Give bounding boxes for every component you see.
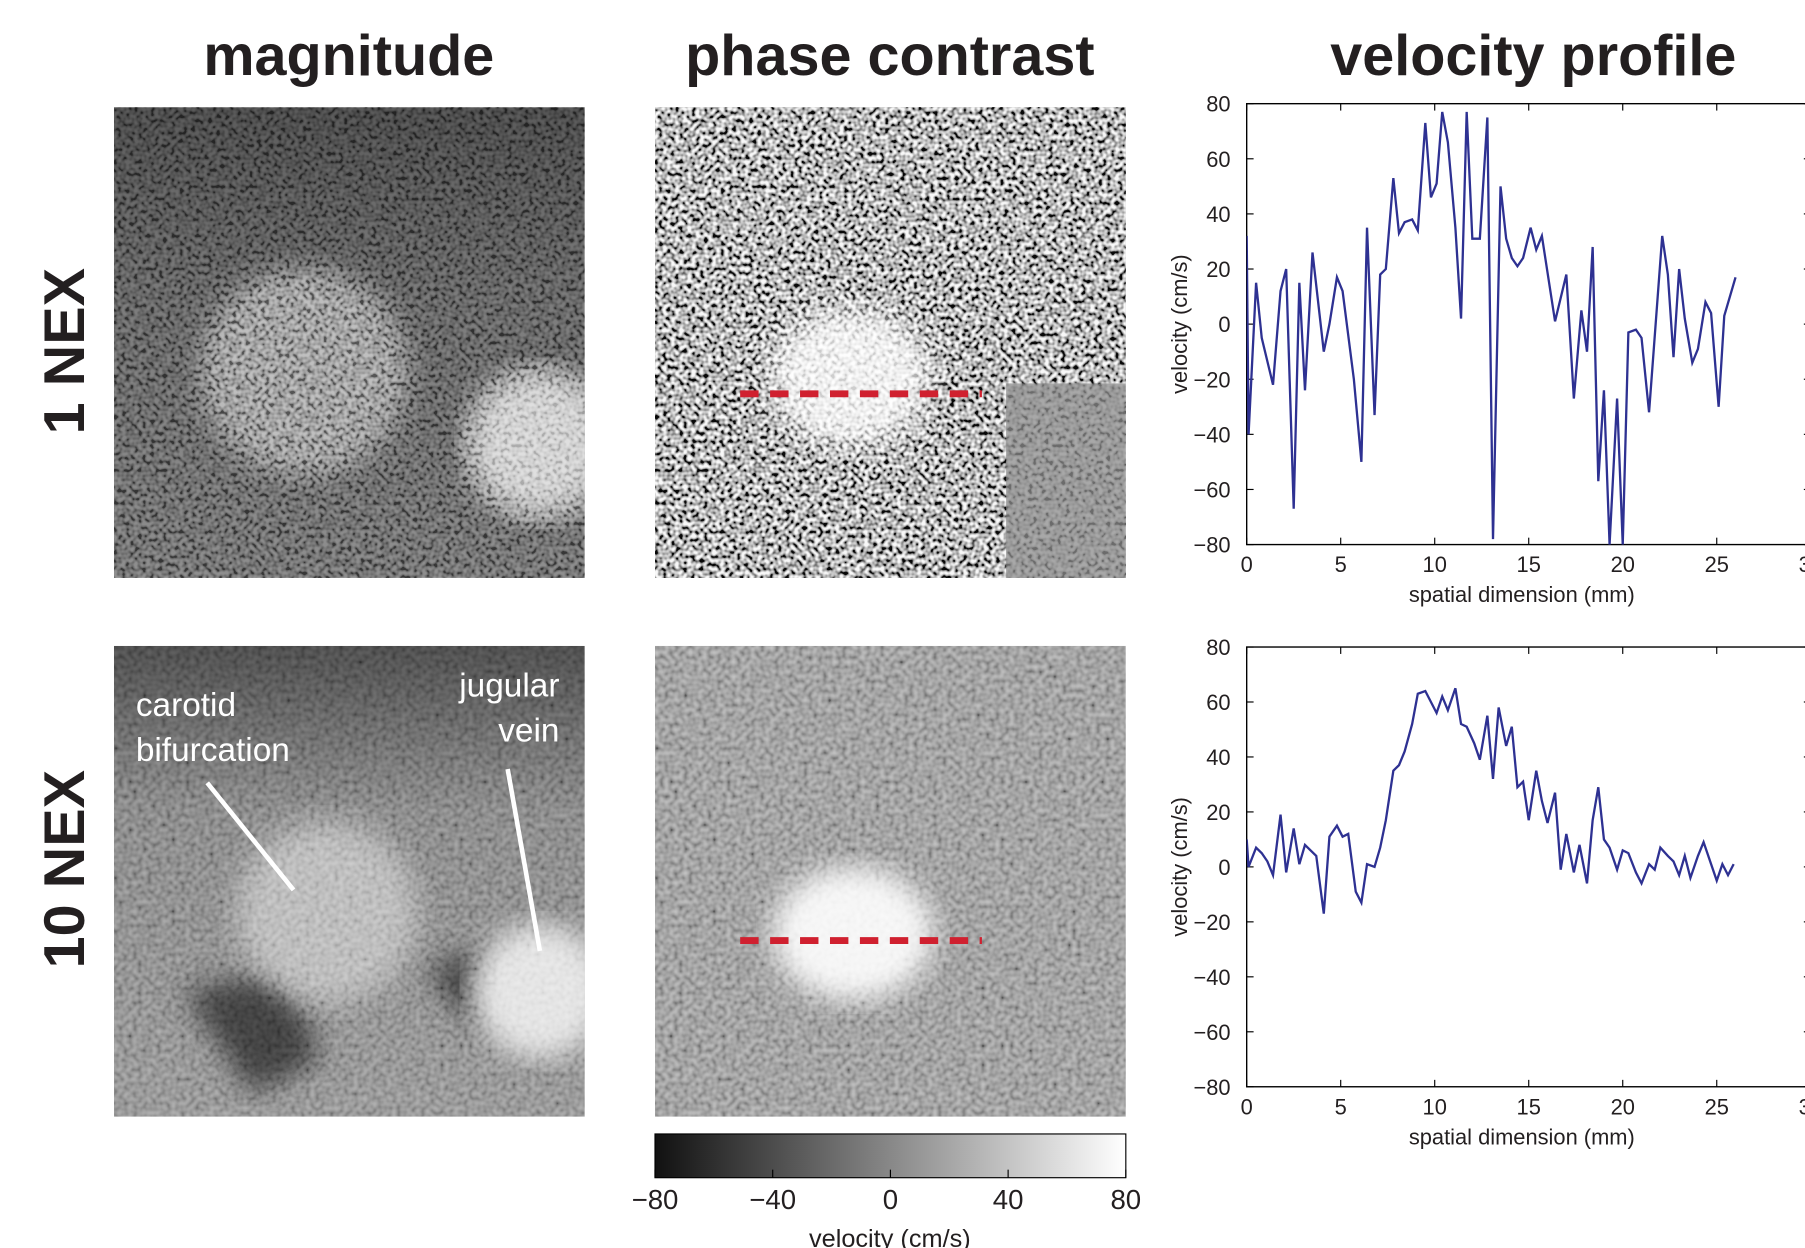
y-tick-label: −20 — [1193, 910, 1230, 935]
x-tick-label: 30 — [1799, 552, 1805, 577]
y-tick-label: −80 — [1193, 533, 1230, 558]
colorbar-tick-label: 40 — [993, 1184, 1024, 1215]
colorbar-tick-label: −40 — [749, 1184, 796, 1215]
y-tick-label: 20 — [1206, 800, 1230, 825]
x-tick-label: 20 — [1611, 1094, 1635, 1119]
annotation: jugular — [458, 668, 559, 705]
y-tick-label: 80 — [1206, 92, 1230, 117]
colorbar-tick-label: −80 — [632, 1184, 679, 1215]
column-title: velocity profile — [1330, 24, 1736, 88]
x-tick-label: 15 — [1517, 552, 1541, 577]
magnitude-image — [113, 645, 585, 1117]
y-tick-label: 80 — [1206, 635, 1230, 660]
y-tick-label: 0 — [1218, 855, 1230, 880]
colorbar-label: velocity (cm/s) — [809, 1225, 971, 1248]
row-label: 10 NEX — [33, 770, 97, 968]
y-tick-label: 60 — [1206, 147, 1230, 172]
charts: 0 5 10 15 20 25 30 −80 −60 −40 −20 0 20 40 60 80 spatial… — [1167, 92, 1805, 1149]
phase-image — [655, 107, 1126, 578]
y-tick-label: −60 — [1193, 1020, 1230, 1045]
x-tick-label: 0 — [1241, 1094, 1253, 1119]
y-tick-label: −80 — [1193, 1075, 1230, 1100]
x-axis-label: spatial dimension (mm) — [1409, 582, 1635, 607]
x-tick-label: 10 — [1423, 1094, 1447, 1119]
y-axis-label: velocity (cm/s) — [1167, 797, 1192, 937]
data-line — [1246, 687, 1735, 914]
y-tick-label: 0 — [1218, 312, 1230, 337]
annotation: carotid — [136, 687, 236, 724]
x-tick-label: 5 — [1335, 552, 1347, 577]
y-tick-label: 60 — [1206, 690, 1230, 715]
y-tick-label: 40 — [1206, 202, 1230, 227]
phase-image — [655, 645, 1126, 1117]
annotation: vein — [498, 712, 559, 749]
y-tick-label: −20 — [1193, 367, 1230, 392]
magnitude-image — [113, 107, 585, 578]
y-tick-label: −60 — [1193, 478, 1230, 503]
x-tick-label: 25 — [1705, 552, 1729, 577]
y-tick-label: −40 — [1193, 965, 1230, 990]
x-tick-label: 0 — [1241, 552, 1253, 577]
x-tick-label: 20 — [1611, 552, 1635, 577]
x-tick-label: 5 — [1335, 1094, 1347, 1119]
colorbar-ticks: −80 −40 0 40 80 — [632, 1169, 1141, 1215]
y-tick-label: 40 — [1206, 745, 1230, 770]
annotation: bifurcation — [136, 732, 290, 769]
colorbar-tick-label: 80 — [1110, 1184, 1141, 1215]
y-tick-label: −40 — [1193, 422, 1230, 447]
x-tick-label: 30 — [1799, 1094, 1805, 1119]
y-tick-label: 20 — [1206, 257, 1230, 282]
x-tick-label: 10 — [1423, 552, 1447, 577]
data-line — [1246, 111, 1737, 545]
colorbar-tick-label: 0 — [883, 1184, 898, 1215]
x-tick-label: 25 — [1705, 1094, 1729, 1119]
x-axis-label: spatial dimension (mm) — [1409, 1124, 1635, 1149]
column-title: magnitude — [203, 24, 494, 88]
column-title: phase contrast — [685, 24, 1094, 88]
row-label: 1 NEX — [33, 268, 97, 434]
x-tick-label: 15 — [1517, 1094, 1541, 1119]
y-axis-label: velocity (cm/s) — [1167, 254, 1192, 394]
